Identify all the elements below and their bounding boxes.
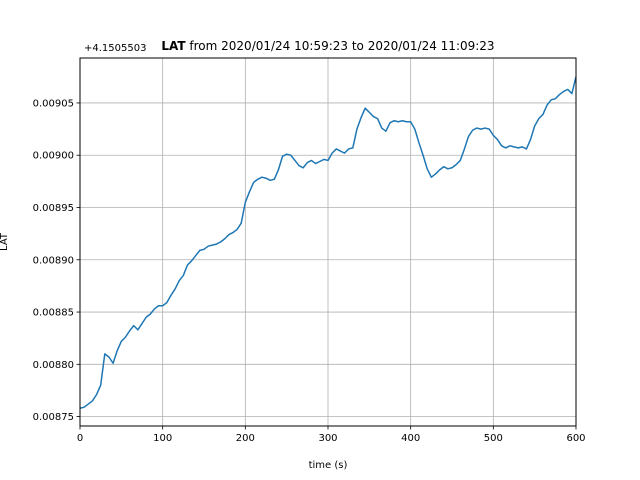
series-line	[79, 76, 577, 409]
chart-title: LAT from 2020/01/24 10:59:23 to 2020/01/…	[161, 39, 494, 53]
title-bold: LAT	[161, 39, 186, 53]
offset-label: +4.1505503	[84, 43, 146, 54]
y-tick-label: 0.00885	[33, 308, 74, 319]
y-tick-label: 0.00880	[33, 360, 74, 371]
y-tick-label: 0.00875	[33, 412, 74, 423]
series-layer	[79, 76, 577, 409]
y-tick-label: 0.00890	[33, 255, 74, 266]
title-rest: from 2020/01/24 10:59:23 to 2020/01/24 1…	[186, 39, 495, 53]
y-tick-label: 0.00895	[33, 203, 74, 214]
x-tick-label: 100	[153, 433, 172, 444]
grid	[79, 58, 577, 426]
y-tick-label: 0.00905	[33, 98, 74, 109]
y-tick-label: 0.00900	[33, 151, 74, 162]
x-tick-label: 500	[484, 433, 503, 444]
y-axis: 0.00875 0.00880 0.00885 0.00890 0.00895 0.009…	[33, 98, 80, 423]
x-tick-label: 600	[566, 433, 585, 444]
x-axis-label: time (s)	[309, 460, 348, 471]
x-tick-label: 0	[77, 433, 83, 444]
x-axis: 0 100 200 300 400 500 600	[77, 426, 586, 444]
x-tick-label: 300	[318, 433, 337, 444]
x-tick-label: 400	[401, 433, 420, 444]
y-axis-label: LAT	[0, 232, 10, 251]
x-tick-label: 200	[236, 433, 255, 444]
